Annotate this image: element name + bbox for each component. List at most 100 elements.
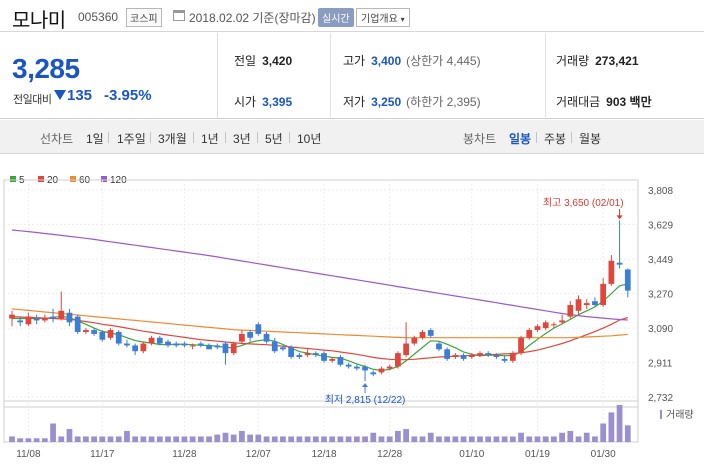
realtime-button[interactable]: 실시간	[318, 8, 354, 27]
legend-swatch	[38, 176, 44, 182]
tab-10y[interactable]: 10년	[297, 132, 322, 146]
candle-body	[263, 333, 270, 342]
high-annotation: 최고 3,650 (02/01)	[543, 197, 624, 209]
candle-body	[534, 326, 541, 331]
chevron-down-icon: ▾	[400, 15, 405, 24]
volume-bar	[222, 432, 229, 442]
high-price: 고가 3,400 (상한가 4,445)	[343, 52, 481, 69]
volume-bar	[460, 436, 467, 442]
volume-bar	[181, 436, 188, 442]
volume-bar	[296, 436, 303, 442]
tab-separator	[108, 132, 109, 143]
tab-monthly[interactable]: 월봉	[579, 132, 602, 146]
stock-name: 모나미	[12, 10, 66, 32]
tab-1w[interactable]: 1주일	[117, 132, 146, 146]
volume-bar	[419, 436, 426, 442]
candle-body	[329, 358, 336, 361]
volume-bar	[74, 436, 81, 442]
volume-bar	[624, 425, 631, 442]
volume-bar	[140, 436, 147, 442]
candle-body	[33, 318, 40, 321]
candle-body	[624, 269, 631, 291]
volume-bar	[288, 436, 295, 442]
volume-bar	[66, 429, 73, 442]
candlestick-chart[interactable]: 3,808 3,629 3,449 3,270 3,090 2,911 2,732 11/08…	[0, 155, 704, 474]
tab-3m[interactable]: 3개월	[158, 132, 187, 146]
candle-body	[542, 322, 549, 329]
candle-body	[509, 353, 516, 361]
volume-bar	[436, 436, 442, 442]
tab-separator	[289, 132, 290, 143]
low-label: 저가	[343, 95, 366, 109]
candle-body	[107, 330, 114, 338]
change-percent: -3.95%	[104, 87, 152, 104]
volume-bar	[206, 436, 212, 442]
volume-bar	[353, 436, 360, 442]
tab-separator	[150, 132, 151, 143]
candle-body	[370, 372, 377, 375]
volume-bar	[493, 436, 500, 442]
candle-body	[41, 317, 48, 321]
x-tick-label: 12/28	[377, 449, 402, 460]
legend-swatch	[101, 176, 107, 182]
amount-label: 거래대금	[556, 95, 601, 109]
candle-body	[197, 343, 204, 346]
x-tick-label: 11/08	[16, 449, 41, 460]
volume-bar	[427, 432, 434, 442]
tab-daily[interactable]: 일봉	[509, 132, 532, 146]
candle-body	[296, 355, 303, 357]
candle-body	[386, 366, 393, 369]
lower-limit: (하한가 2,395)	[406, 95, 481, 109]
tab-candle-chart[interactable]: 봉차트	[463, 132, 497, 146]
low-arrow-icon	[362, 383, 369, 388]
volume-bar	[608, 412, 615, 442]
volume-bar	[230, 434, 237, 442]
candle-body	[493, 355, 500, 357]
low-value: 3,250	[371, 95, 402, 109]
volume-bar	[452, 436, 459, 442]
tab-weekly[interactable]: 주봉	[544, 132, 567, 146]
candle-body	[378, 368, 385, 373]
volume-bar	[107, 436, 114, 442]
tab-3y[interactable]: 3년	[233, 132, 251, 146]
volume-bar	[329, 436, 336, 442]
company-overview-label: 기업개요	[361, 14, 398, 25]
volume-bar	[345, 436, 352, 442]
volume-bar	[148, 436, 155, 442]
candle-body	[58, 310, 65, 319]
chart-tabs: 선차트 1일 1주일 3개월 1년 3년 5년 10년 봉차트 일봉 주봉 월봉	[0, 120, 704, 154]
candle-body	[255, 324, 262, 334]
market-badge: 코스피	[126, 8, 162, 27]
volume-bar	[173, 436, 180, 442]
company-overview-button[interactable]: 기업개요 ▾	[356, 8, 410, 27]
candle-body	[25, 316, 32, 325]
tab-1y[interactable]: 1년	[201, 132, 219, 146]
candle-body	[403, 343, 409, 356]
tab-line-chart[interactable]: 선차트	[40, 132, 74, 146]
candle-body	[115, 331, 122, 344]
tab-separator	[536, 132, 537, 143]
candle-body	[362, 366, 368, 371]
candle-body	[165, 341, 171, 346]
tab-5y[interactable]: 5년	[265, 132, 283, 146]
volume-bar	[304, 436, 311, 442]
tab-1d[interactable]: 1일	[86, 132, 104, 146]
candle-body	[551, 324, 557, 326]
volume-bar	[378, 436, 385, 442]
open-value: 3,395	[262, 95, 293, 109]
volume-bar	[115, 436, 122, 442]
y-tick-label: 3,629	[648, 220, 673, 231]
volume-bar	[583, 432, 590, 442]
candle-body	[427, 330, 434, 336]
volume-bar	[9, 436, 15, 442]
volume-bar	[247, 434, 253, 442]
volume-value: 273,421	[595, 54, 639, 68]
volume-bar	[485, 436, 492, 442]
volume-bar	[124, 430, 130, 442]
candle-body	[501, 358, 508, 361]
candle-body	[99, 331, 106, 340]
volume-bar	[33, 438, 40, 442]
candle-body	[230, 343, 237, 354]
candle-body	[189, 345, 196, 347]
volume-bar	[214, 434, 221, 442]
